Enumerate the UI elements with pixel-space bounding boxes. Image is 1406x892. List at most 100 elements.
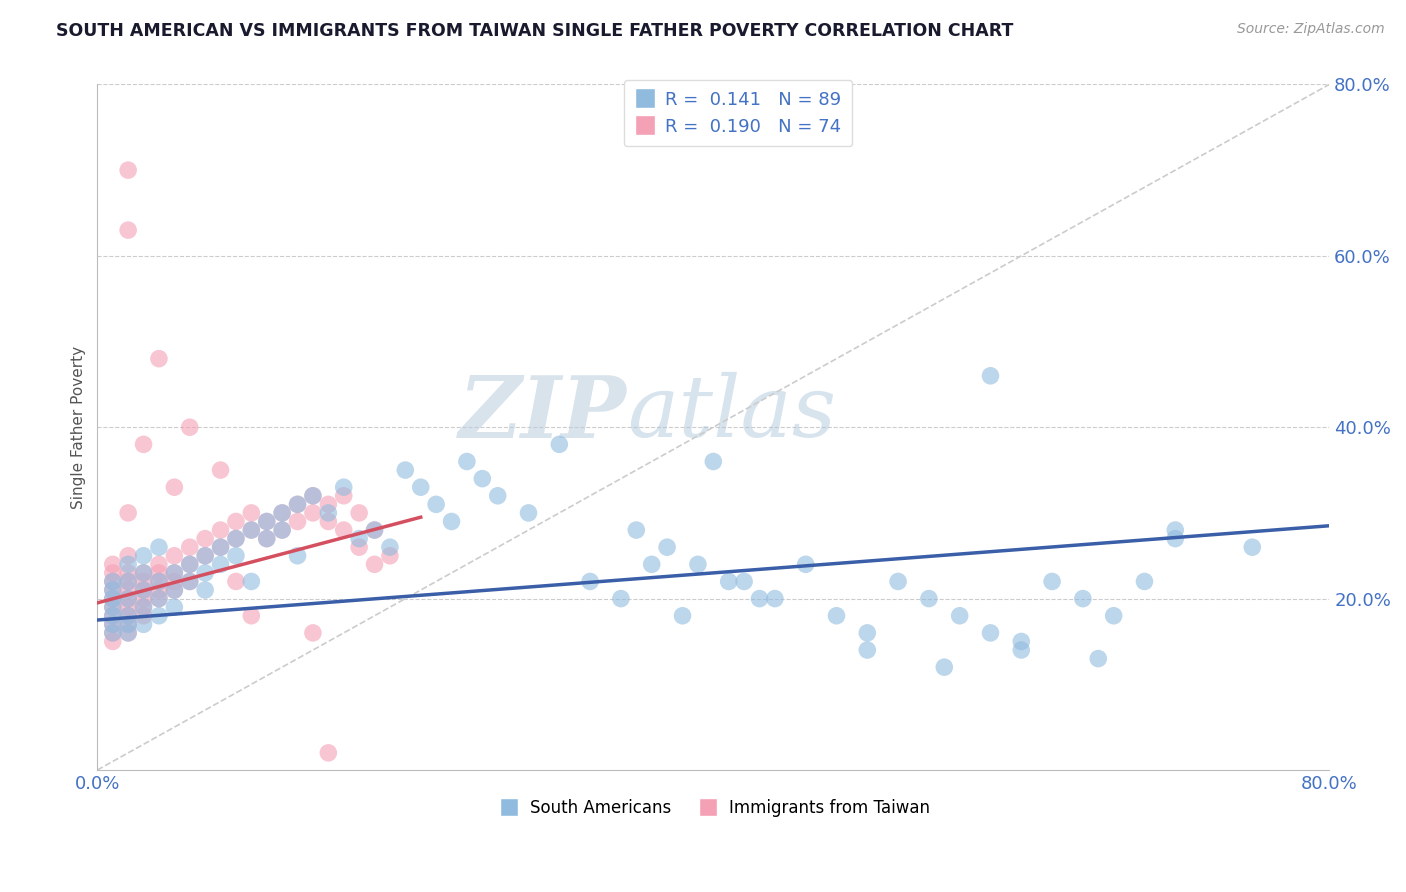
Point: [318, 746, 340, 760]
Point: [117, 626, 139, 640]
Point: [425, 497, 447, 511]
Text: SOUTH AMERICAN VS IMMIGRANTS FROM TAIWAN SINGLE FATHER POVERTY CORRELATION CHART: SOUTH AMERICAN VS IMMIGRANTS FROM TAIWAN…: [56, 22, 1014, 40]
Point: [302, 489, 325, 503]
Point: [302, 489, 325, 503]
Point: [626, 523, 648, 537]
Point: [733, 574, 755, 589]
Point: [318, 515, 340, 529]
Point: [979, 626, 1001, 640]
Point: [179, 420, 201, 434]
Point: [394, 463, 416, 477]
Point: [1164, 523, 1187, 537]
Point: [148, 351, 170, 366]
Point: [117, 574, 139, 589]
Point: [101, 634, 124, 648]
Point: [179, 574, 201, 589]
Point: [163, 566, 186, 580]
Point: [287, 497, 309, 511]
Point: [209, 463, 232, 477]
Point: [148, 582, 170, 597]
Point: [794, 558, 817, 572]
Point: [101, 617, 124, 632]
Point: [132, 617, 155, 632]
Point: [209, 540, 232, 554]
Point: [148, 574, 170, 589]
Point: [655, 540, 678, 554]
Point: [117, 506, 139, 520]
Point: [686, 558, 709, 572]
Point: [347, 540, 370, 554]
Point: [225, 532, 247, 546]
Point: [209, 540, 232, 554]
Point: [440, 515, 463, 529]
Point: [256, 515, 278, 529]
Point: [101, 608, 124, 623]
Point: [117, 617, 139, 632]
Point: [132, 591, 155, 606]
Point: [117, 600, 139, 615]
Legend: South Americans, Immigrants from Taiwan: South Americans, Immigrants from Taiwan: [489, 792, 936, 823]
Point: [117, 591, 139, 606]
Point: [256, 515, 278, 529]
Point: [517, 506, 540, 520]
Point: [117, 574, 139, 589]
Point: [702, 454, 724, 468]
Point: [148, 566, 170, 580]
Point: [1164, 532, 1187, 546]
Point: [132, 600, 155, 615]
Point: [548, 437, 571, 451]
Point: [271, 506, 294, 520]
Point: [179, 558, 201, 572]
Point: [979, 368, 1001, 383]
Point: [117, 549, 139, 563]
Point: [163, 480, 186, 494]
Point: [934, 660, 956, 674]
Point: [194, 566, 217, 580]
Point: [163, 574, 186, 589]
Point: [486, 489, 509, 503]
Y-axis label: Single Father Poverty: Single Father Poverty: [72, 346, 86, 508]
Point: [856, 643, 879, 657]
Point: [456, 454, 478, 468]
Point: [1010, 643, 1032, 657]
Point: [117, 566, 139, 580]
Point: [179, 540, 201, 554]
Point: [641, 558, 664, 572]
Point: [287, 497, 309, 511]
Point: [856, 626, 879, 640]
Point: [225, 549, 247, 563]
Point: [194, 532, 217, 546]
Point: [671, 608, 693, 623]
Point: [148, 574, 170, 589]
Point: [101, 626, 124, 640]
Point: [240, 523, 263, 537]
Point: [887, 574, 910, 589]
Point: [363, 558, 385, 572]
Point: [163, 600, 186, 615]
Point: [240, 574, 263, 589]
Text: ZIP: ZIP: [460, 372, 627, 455]
Point: [101, 558, 124, 572]
Point: [117, 163, 139, 178]
Point: [471, 472, 494, 486]
Point: [1102, 608, 1125, 623]
Point: [409, 480, 432, 494]
Point: [1071, 591, 1094, 606]
Point: [332, 480, 354, 494]
Point: [1010, 634, 1032, 648]
Point: [225, 574, 247, 589]
Point: [163, 582, 186, 597]
Point: [318, 497, 340, 511]
Point: [101, 574, 124, 589]
Point: [101, 582, 124, 597]
Point: [117, 223, 139, 237]
Point: [117, 558, 139, 572]
Point: [148, 540, 170, 554]
Point: [302, 506, 325, 520]
Point: [1133, 574, 1156, 589]
Point: [101, 617, 124, 632]
Point: [378, 549, 401, 563]
Point: [117, 608, 139, 623]
Text: Source: ZipAtlas.com: Source: ZipAtlas.com: [1237, 22, 1385, 37]
Point: [101, 574, 124, 589]
